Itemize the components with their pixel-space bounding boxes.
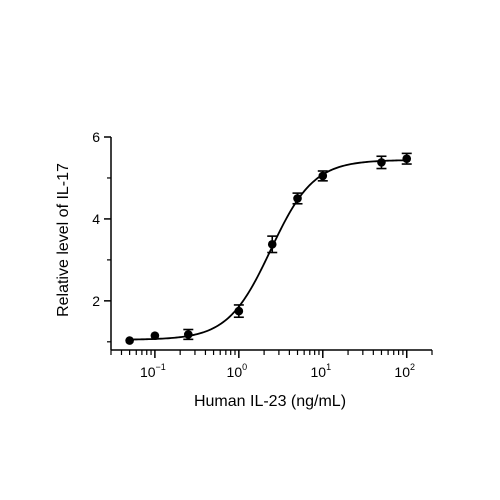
fit-curve bbox=[129, 159, 407, 341]
data-marker bbox=[377, 158, 386, 167]
data-point-4 bbox=[267, 235, 278, 254]
data-point-2 bbox=[183, 328, 194, 341]
x-tick-base: 10 bbox=[310, 364, 326, 380]
axes bbox=[110, 137, 432, 351]
x-axis-title: Human IL-23 (ng/mL) bbox=[194, 393, 346, 410]
data-marker bbox=[125, 336, 134, 345]
x-tick-base: 10 bbox=[227, 364, 243, 380]
data-point-5 bbox=[292, 192, 303, 205]
data-marker bbox=[318, 171, 328, 181]
x-tick-base: 10 bbox=[140, 364, 156, 380]
data-points bbox=[125, 152, 412, 345]
y-axis-title: Relative level of IL-17 bbox=[55, 163, 72, 317]
data-marker bbox=[402, 154, 412, 164]
x-tick-exponent: 2 bbox=[410, 362, 415, 372]
y-tick-label-2: 6 bbox=[92, 129, 100, 145]
data-point-7 bbox=[376, 155, 387, 170]
x-tick-exponent: 0 bbox=[242, 362, 247, 372]
data-marker bbox=[150, 331, 160, 340]
x-tick-exponent: −1 bbox=[156, 362, 166, 372]
y-tick-label-0: 2 bbox=[92, 293, 100, 309]
x-tick-label-2: 101 bbox=[310, 362, 331, 380]
x-tick-label-3: 102 bbox=[394, 362, 415, 380]
data-point-8 bbox=[401, 152, 412, 165]
data-point-6 bbox=[317, 170, 328, 182]
data-marker bbox=[293, 194, 302, 203]
x-tick-base: 10 bbox=[394, 364, 410, 380]
x-tick-exponent: 1 bbox=[326, 362, 331, 372]
data-marker bbox=[183, 330, 193, 339]
data-marker bbox=[234, 306, 244, 316]
x-tick-label-0: 10−1 bbox=[140, 362, 166, 380]
data-marker bbox=[267, 240, 277, 249]
data-point-3 bbox=[233, 304, 244, 319]
x-tick-label-1: 100 bbox=[227, 362, 248, 380]
y-tick-label-1: 4 bbox=[92, 211, 100, 227]
data-point-0 bbox=[125, 336, 134, 345]
fit-curve-group bbox=[129, 159, 407, 341]
data-point-1 bbox=[150, 331, 160, 340]
